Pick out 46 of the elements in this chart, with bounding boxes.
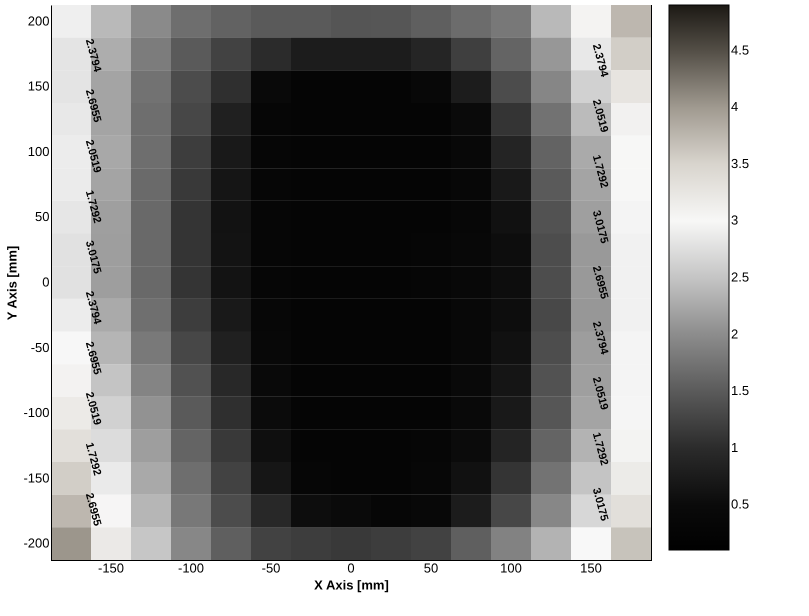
annotation: 2.6955: [82, 340, 104, 376]
annotation: 2.0519: [82, 390, 104, 426]
annotation: 1.7292: [82, 441, 104, 477]
color-bar-label: 4: [731, 99, 738, 114]
annotation: 2.0519: [590, 98, 610, 134]
y-tick-label: 50: [35, 209, 50, 224]
y-axis-title: Y Axis [mm]: [4, 246, 20, 320]
annotation: 3.0175: [590, 486, 610, 522]
annotation: 2.0519: [590, 376, 610, 412]
y-tick-label: 200: [28, 13, 50, 28]
x-tick-label: 0: [347, 560, 355, 576]
x-tick-label: -150: [98, 560, 124, 576]
annotation: 3.0175: [590, 209, 610, 245]
color-bar-label: 0.5: [731, 496, 750, 512]
annotation: 1.7292: [590, 431, 610, 467]
y-tick-label: 100: [28, 144, 50, 159]
x-tick-label: -50: [262, 560, 280, 576]
color-bar-label: 2.5: [731, 270, 750, 284]
y-tick-label: -150: [23, 470, 50, 486]
color-bar-label: 3.5: [731, 156, 750, 171]
y-tick-label: -100: [23, 405, 50, 420]
annotation: 2.6955: [82, 492, 104, 528]
x-tick-label: 50: [424, 560, 438, 576]
x-tick-label: 150: [580, 560, 602, 576]
annotation: 2.3794: [590, 42, 610, 80]
annotation: 1.7292: [590, 154, 610, 190]
color-bar-label: 3: [731, 212, 738, 228]
annotation: 2.3794: [82, 38, 104, 74]
annotation: 2.3794: [590, 320, 610, 357]
y-tick-label: 150: [28, 78, 50, 94]
x-tick-label: 100: [500, 560, 522, 576]
annotation: 2.3794: [82, 290, 104, 326]
y-tick-label: 0: [42, 274, 50, 290]
annotation: 1.7292: [82, 189, 104, 225]
annotation: 2.6955: [82, 88, 104, 124]
color-bar-label: 1: [731, 440, 738, 455]
y-tick-label: -50: [30, 340, 50, 355]
color-bar-label: 4.5: [731, 42, 750, 58]
x-axis-title: X Axis [mm]: [314, 578, 389, 592]
color-bar-label: 2: [731, 326, 738, 342]
annotation: 2.6955: [590, 264, 610, 300]
annotation: 3.0175: [82, 239, 104, 276]
y-tick-label: -200: [23, 536, 50, 551]
annotation: 2.0519: [82, 138, 104, 174]
color-bar-label: 1.5: [731, 383, 750, 398]
x-tick-label: -100: [178, 560, 204, 576]
